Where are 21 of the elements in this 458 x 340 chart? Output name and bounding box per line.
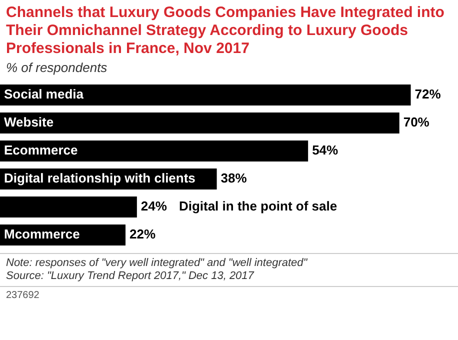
data-label: 38% (220, 170, 248, 186)
source-note: Source: "Luxury Trend Report 2017," Dec 13, 2017 (6, 270, 256, 283)
bar (0, 196, 137, 218)
y-tick-label: Social media (4, 86, 84, 102)
bar (0, 140, 308, 162)
y-tick-label: Website (4, 114, 54, 130)
text: Note: responses of "very well integrated" and "well integrated" (6, 257, 308, 270)
data-label: 24% (140, 198, 168, 214)
bar (0, 112, 400, 134)
y-tick-label: Digital relationship with clients (4, 170, 196, 186)
y-tick-label: Ecommerce (4, 142, 78, 158)
data-label: 54% (312, 142, 339, 158)
data-label: 22% (130, 226, 156, 242)
chart-subtitle: % of respondents (6, 60, 108, 75)
bar (0, 84, 411, 106)
data-label: 70% (403, 114, 430, 130)
data-label: 72% (414, 86, 442, 102)
y-tick-label: Mcommerce (4, 226, 80, 242)
y-tick-label: Digital in the point of sale (178, 198, 338, 214)
text: 237692 (6, 290, 40, 301)
chart-title: Channels that Luxury Goods Companies Have Integrated into Their Omnichannel Strategy According to Luxury Goods Professionals in France, Nov 2017 (6, 4, 446, 58)
